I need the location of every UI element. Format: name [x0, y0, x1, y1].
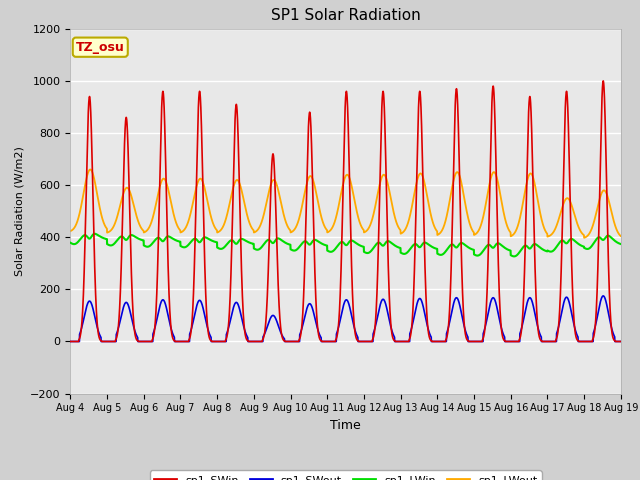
- sp1_LWout: [564, 196, 572, 202]
- sp1_SWin: [600, 78, 607, 84]
- sp1_SWin: [67, 338, 74, 344]
- Line: sp1_LWin: sp1_LWin: [70, 234, 621, 256]
- sp1_LWout: [399, 229, 407, 235]
- sp1_LWout: [409, 199, 417, 204]
- sp1_LWout: [220, 221, 228, 227]
- sp1_LWin: [399, 251, 407, 257]
- sp1_LWin: [67, 240, 74, 246]
- sp1_LWout: [86, 167, 94, 172]
- sp1_LWout: [617, 233, 625, 239]
- sp1_SWout: [616, 338, 624, 344]
- sp1_LWout: [617, 233, 625, 239]
- sp1_LWin: [220, 244, 228, 250]
- sp1_LWin: [617, 241, 625, 247]
- sp1_LWin: [91, 231, 99, 237]
- sp1_LWout: [580, 235, 588, 240]
- sp1_SWout: [564, 297, 572, 302]
- sp1_SWout: [409, 321, 417, 326]
- sp1_LWin: [409, 243, 417, 249]
- Legend: sp1_SWin, sp1_SWout, sp1_LWin, sp1_LWout: sp1_SWin, sp1_SWout, sp1_LWin, sp1_LWout: [150, 470, 541, 480]
- sp1_LWin: [565, 238, 573, 244]
- Line: sp1_SWin: sp1_SWin: [70, 81, 621, 341]
- sp1_LWin: [510, 253, 518, 259]
- sp1_SWin: [184, 338, 192, 344]
- sp1_SWout: [399, 338, 407, 344]
- sp1_LWout: [184, 218, 192, 224]
- sp1_SWout: [617, 338, 625, 344]
- sp1_SWin: [564, 123, 572, 129]
- sp1_SWin: [399, 338, 407, 344]
- Text: TZ_osu: TZ_osu: [76, 41, 125, 54]
- Y-axis label: Solar Radiation (W/m2): Solar Radiation (W/m2): [15, 146, 24, 276]
- sp1_SWin: [617, 338, 625, 344]
- sp1_LWin: [617, 241, 625, 247]
- sp1_SWout: [220, 338, 228, 344]
- sp1_SWout: [67, 338, 74, 344]
- sp1_LWin: [184, 242, 192, 248]
- Line: sp1_LWout: sp1_LWout: [70, 169, 621, 238]
- X-axis label: Time: Time: [330, 419, 361, 432]
- sp1_SWin: [220, 338, 228, 344]
- sp1_LWout: [67, 228, 74, 234]
- sp1_SWin: [409, 311, 417, 316]
- sp1_SWout: [184, 338, 192, 344]
- sp1_SWout: [600, 293, 607, 299]
- sp1_SWin: [616, 338, 624, 344]
- Line: sp1_SWout: sp1_SWout: [70, 296, 621, 341]
- Title: SP1 Solar Radiation: SP1 Solar Radiation: [271, 9, 420, 24]
